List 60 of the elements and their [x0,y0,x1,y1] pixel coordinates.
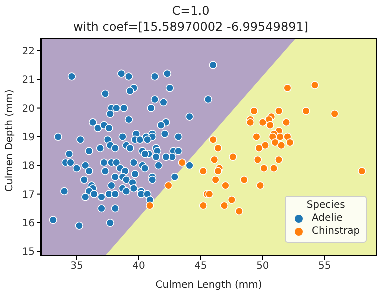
point [266,121,274,130]
legend-title: Species [306,200,346,211]
y-tick-label: 21 [22,75,35,86]
point [240,176,248,184]
point [286,138,294,147]
x-tick-label: 50 [256,261,270,272]
y-tick-label: 20 [22,104,35,115]
point [261,142,270,150]
x-tick-label: 40 [132,261,146,272]
point [260,164,268,173]
point [302,107,310,116]
point [146,202,154,210]
chart-title: C=1.0 [171,3,211,19]
y-axis-title: Culmen Depth (mm) [4,89,16,192]
y-tick-label: 19 [22,132,35,144]
point [212,176,220,184]
y-tick-label: 16 [22,218,35,230]
point [214,144,222,152]
point [228,196,236,204]
point [164,182,173,190]
point [330,110,339,118]
legend-label: Adelie [312,213,343,224]
point [271,138,280,147]
point [210,156,219,164]
point [274,107,284,116]
point [252,132,261,142]
point [254,156,262,164]
point [214,167,222,176]
point [274,156,284,164]
point [235,207,244,216]
y-tick-label: 22 [22,46,35,58]
point [220,202,229,210]
x-tick-label: 45 [194,261,208,272]
point [246,118,255,127]
x-tick-label: 55 [318,261,332,272]
point [199,167,208,176]
point [222,182,230,190]
y-tick-label: 18 [22,161,35,172]
point [276,132,284,142]
legend-label: Chinstrap [312,226,360,237]
point [258,118,267,127]
y-tick-label: 15 [22,247,35,258]
point [310,81,320,90]
point [229,152,238,162]
x-tick-label: 35 [70,261,84,272]
point [178,158,186,167]
point [206,190,214,198]
point [255,144,264,152]
x-axis-title: Culmen Length (mm) [156,280,262,291]
point [277,142,286,150]
point [250,107,258,116]
point [270,164,278,173]
point [256,182,265,190]
chart-subtitle: with coef=[15.58970002 -6.99549891] [72,19,310,35]
y-tick-label: 17 [22,190,35,201]
point [282,118,291,127]
point [358,167,366,176]
point [199,202,208,210]
point [284,84,292,92]
point [209,136,218,144]
